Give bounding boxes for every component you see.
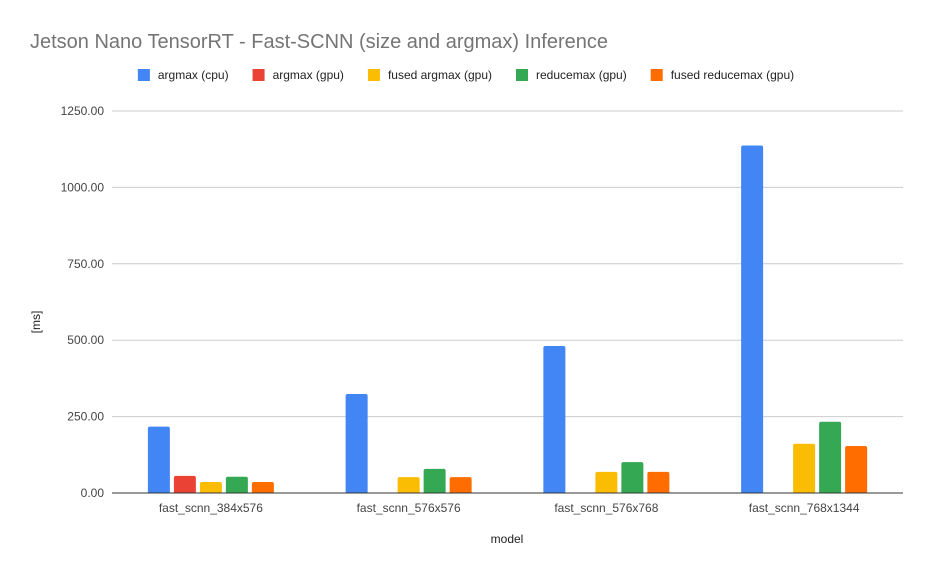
bar — [423, 468, 446, 493]
bar — [147, 426, 170, 493]
legend-swatch — [650, 69, 663, 81]
y-tick-label: 0.00 — [81, 486, 105, 500]
legend-item: fused argmax (gpu) — [367, 68, 492, 82]
y-axis-label: [ms] — [29, 311, 43, 334]
bar — [621, 462, 644, 493]
bar — [225, 476, 248, 493]
bars — [147, 145, 868, 493]
y-tick-label: 500.00 — [67, 333, 104, 347]
gridlines — [112, 110, 903, 418]
x-tick-label: fast_scnn_576x576 — [357, 501, 461, 515]
bar — [543, 346, 566, 493]
legend: argmax (cpu) argmax (gpu) fused argmax (gp… — [137, 68, 794, 82]
y-tick-label: 750.00 — [67, 257, 104, 271]
bar — [819, 421, 842, 493]
y-tick-label: 1250.00 — [61, 104, 105, 118]
y-axis-ticks: 0.00 250.00 500.00 750.00 1000.00 1250.00 — [61, 104, 105, 500]
x-tick-label: fast_scnn_768x1344 — [749, 501, 860, 515]
legend-swatch — [137, 69, 150, 81]
x-axis-ticks: fast_scnn_384x576 fast_scnn_576x576 fast_s… — [159, 501, 860, 515]
legend-swatch — [252, 69, 265, 81]
bar — [845, 445, 868, 493]
bar — [345, 393, 368, 493]
bar — [199, 481, 222, 493]
legend-label: argmax (gpu) — [273, 68, 344, 82]
legend-item: argmax (gpu) — [252, 68, 344, 82]
x-tick-label: fast_scnn_384x576 — [159, 501, 263, 515]
bar — [741, 145, 764, 493]
bar — [397, 477, 420, 493]
bar — [647, 471, 670, 493]
legend-label: reducemax (gpu) — [536, 68, 627, 82]
legend-item: fused reducemax (gpu) — [650, 68, 794, 82]
bar — [793, 443, 816, 493]
legend-label: argmax (cpu) — [158, 68, 229, 82]
x-axis-label: model — [491, 532, 524, 546]
bar — [251, 481, 274, 493]
legend-swatch — [516, 69, 528, 81]
y-tick-label: 250.00 — [67, 410, 104, 424]
legend-label: fused argmax (gpu) — [388, 68, 492, 82]
bar — [595, 471, 618, 493]
legend-swatch — [367, 69, 380, 81]
x-tick-label: fast_scnn_576x768 — [554, 501, 658, 515]
legend-item: argmax (cpu) — [137, 68, 229, 82]
legend-label: fused reducemax (gpu) — [671, 68, 794, 82]
bar — [449, 477, 472, 493]
chart-title: Jetson Nano TensorRT - Fast-SCNN (size a… — [30, 31, 608, 53]
bar — [173, 475, 196, 493]
legend-item: reducemax (gpu) — [516, 68, 627, 82]
y-tick-label: 1000.00 — [61, 180, 105, 194]
